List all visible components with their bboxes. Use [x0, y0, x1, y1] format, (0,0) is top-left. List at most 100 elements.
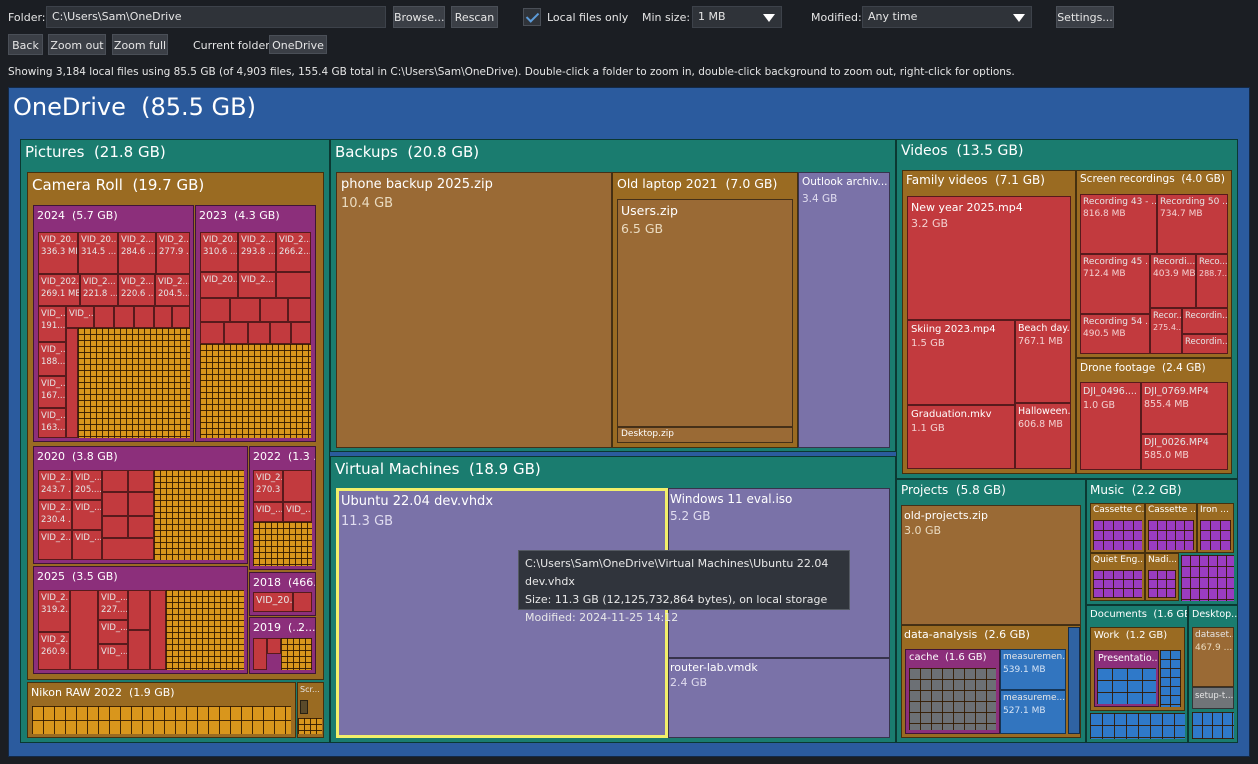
file-recording-d[interactable]: Recordin...: [1182, 308, 1228, 334]
doc-files-cluster[interactable]: [1090, 713, 1185, 739]
rescan-button[interactable]: Rescan: [451, 6, 498, 28]
track-files-cluster[interactable]: [1093, 570, 1142, 598]
small-files-cluster[interactable]: [281, 638, 312, 670]
file-tile[interactable]: [128, 470, 154, 492]
file-tile[interactable]: [200, 322, 224, 344]
local-files-checkbox[interactable]: [523, 8, 541, 26]
file-tile[interactable]: [154, 306, 172, 328]
file-recording-54[interactable]: Recording 54 ... 490.5 MB: [1080, 314, 1150, 354]
file-tile[interactable]: VID_... 205....: [72, 470, 102, 500]
file-setup[interactable]: setup-t...: [1192, 687, 1234, 709]
file-tile[interactable]: VID_... 191....: [38, 306, 66, 342]
back-button[interactable]: Back: [8, 34, 43, 55]
file-tile[interactable]: [128, 630, 150, 670]
small-files-cluster[interactable]: [154, 470, 244, 560]
file-tile[interactable]: VID_... 227....: [98, 590, 128, 620]
file-tile[interactable]: VID_2...319.2...: [38, 590, 70, 632]
doc-files-cluster[interactable]: [1160, 650, 1181, 707]
track-files-cluster[interactable]: [1200, 520, 1231, 550]
file-outlook-archive[interactable]: Outlook archiv... 3.4 GB: [798, 172, 890, 448]
file-recording-45[interactable]: Recording 45 ... 712.4 MB: [1080, 254, 1150, 314]
file-tile[interactable]: VID_...: [253, 502, 283, 522]
current-folder-crumb[interactable]: OneDrive: [269, 35, 327, 54]
track-files-cluster[interactable]: [1148, 520, 1194, 550]
file-router-vmdk[interactable]: router-lab.vmdk 2.4 GB: [668, 658, 890, 738]
file-tile[interactable]: VID_...: [98, 644, 128, 670]
zoom-full-button[interactable]: Zoom full: [112, 34, 168, 55]
file-tile[interactable]: VID_2... 204.5...: [155, 274, 190, 306]
file-ubuntu-vhdx[interactable]: Ubuntu 22.04 dev.vhdx 11.3 GB: [336, 488, 668, 738]
file-phone-backup[interactable]: phone backup 2025.zip 10.4 GB: [336, 172, 612, 448]
file-tile[interactable]: [134, 306, 154, 328]
raw-files-cluster[interactable]: [32, 706, 291, 734]
file-recording-c[interactable]: Recor... 275.4...: [1150, 308, 1182, 354]
file-tile[interactable]: VID_20... 336.3 MB: [38, 232, 78, 274]
file-tile[interactable]: VID_...: [283, 502, 312, 522]
presentation-files-cluster[interactable]: [1097, 668, 1156, 704]
file-tile[interactable]: VID_...: [98, 620, 128, 644]
file-skiing[interactable]: Skiing 2023.mp4 1.5 GB: [907, 320, 1015, 405]
small-files-cluster[interactable]: [200, 344, 311, 438]
file-desktop-zip[interactable]: Desktop.zip: [617, 427, 793, 443]
file-tile[interactable]: [267, 638, 281, 654]
file-tile[interactable]: [94, 306, 114, 328]
file-halloween[interactable]: Halloween... 606.8 MB: [1015, 403, 1071, 469]
file-tile[interactable]: [248, 322, 270, 344]
file-tile[interactable]: [200, 298, 230, 322]
file-tile[interactable]: VID_... 167....: [38, 376, 66, 408]
settings-button[interactable]: Settings...: [1056, 6, 1114, 28]
file-measurements-1[interactable]: measuremen... 539.1 MB: [1000, 649, 1066, 690]
file-tile[interactable]: [102, 516, 128, 538]
file-users-zip[interactable]: Users.zip 6.5 GB: [617, 199, 793, 427]
track-files-cluster[interactable]: [1093, 520, 1142, 550]
file-tile[interactable]: [291, 322, 311, 344]
zoom-out-button[interactable]: Zoom out: [48, 34, 106, 55]
file-recording-43[interactable]: Recording 43 - ... 816.8 MB: [1080, 194, 1157, 254]
file-tile[interactable]: VID_20...: [200, 272, 238, 298]
folder-path-input[interactable]: C:\Users\Sam\OneDrive: [46, 6, 386, 28]
track-files-cluster[interactable]: [1181, 555, 1234, 601]
file-tile[interactable]: [276, 272, 311, 298]
track-files-cluster[interactable]: [1148, 570, 1176, 598]
file-tile[interactable]: [102, 470, 128, 492]
file-tile[interactable]: [150, 590, 166, 670]
file-tile[interactable]: [253, 638, 267, 670]
file-tile[interactable]: VID_...: [66, 306, 94, 328]
file-tile[interactable]: VID_202...269.1 MB: [38, 274, 80, 306]
file-tile[interactable]: [102, 492, 128, 516]
file-dji-0496[interactable]: DJI_0496.... 1.0 GB: [1080, 382, 1141, 470]
file-tile[interactable]: [70, 590, 98, 670]
file-dji-0769[interactable]: DJI_0769.MP4 855.4 MB: [1141, 382, 1228, 434]
file-tile[interactable]: VID_2... 221.8 ...: [80, 274, 118, 306]
file-measurements-2[interactable]: measureme... 527.1 MB: [1000, 690, 1066, 734]
file-recording-a[interactable]: Recordi... 403.9 MB: [1150, 254, 1196, 308]
file-tile[interactable]: [172, 306, 190, 328]
file-tile[interactable]: [102, 538, 154, 560]
desktop-files-cluster[interactable]: [1192, 712, 1234, 739]
file-tile[interactable]: VID_2... 220.6 ...: [118, 274, 155, 306]
file-tile[interactable]: VID_2...260.9...: [38, 632, 70, 670]
file-tile[interactable]: VID_2...243.7 ...: [38, 470, 72, 500]
modified-dropdown[interactable]: Any time: [862, 6, 1032, 28]
browse-button[interactable]: Browse...: [393, 6, 445, 28]
file-tile[interactable]: [293, 592, 312, 612]
file-tile[interactable]: VID_2... 284.6 ...: [118, 232, 156, 274]
cache-files-cluster[interactable]: [909, 668, 996, 730]
file-tile[interactable]: [230, 298, 260, 322]
file-recording-e[interactable]: Recordin...: [1182, 334, 1228, 354]
file-tile[interactable]: VID_2... 266.2...: [276, 232, 311, 272]
file-tile[interactable]: VID_20...: [253, 592, 293, 612]
small-files-cluster[interactable]: [78, 328, 190, 438]
file-tile[interactable]: VID_... 163....: [38, 408, 66, 438]
file-tile[interactable]: VID_20... 314.5 ...: [78, 232, 118, 274]
file-tile[interactable]: [128, 492, 154, 516]
small-files-cluster[interactable]: [253, 522, 312, 566]
file-tile[interactable]: [270, 322, 291, 344]
file-tile[interactable]: VID_2...277.9 ...: [156, 232, 190, 274]
file-dataset[interactable]: dataset... 467.9 ...: [1192, 627, 1234, 687]
file-tile[interactable]: [128, 516, 154, 538]
file-graduation[interactable]: Graduation.mkv 1.1 GB: [907, 405, 1015, 469]
file-tile[interactable]: [224, 322, 248, 344]
file-tile[interactable]: [260, 298, 288, 322]
file-dji-0026[interactable]: DJI_0026.MP4 585.0 MB: [1141, 434, 1228, 470]
